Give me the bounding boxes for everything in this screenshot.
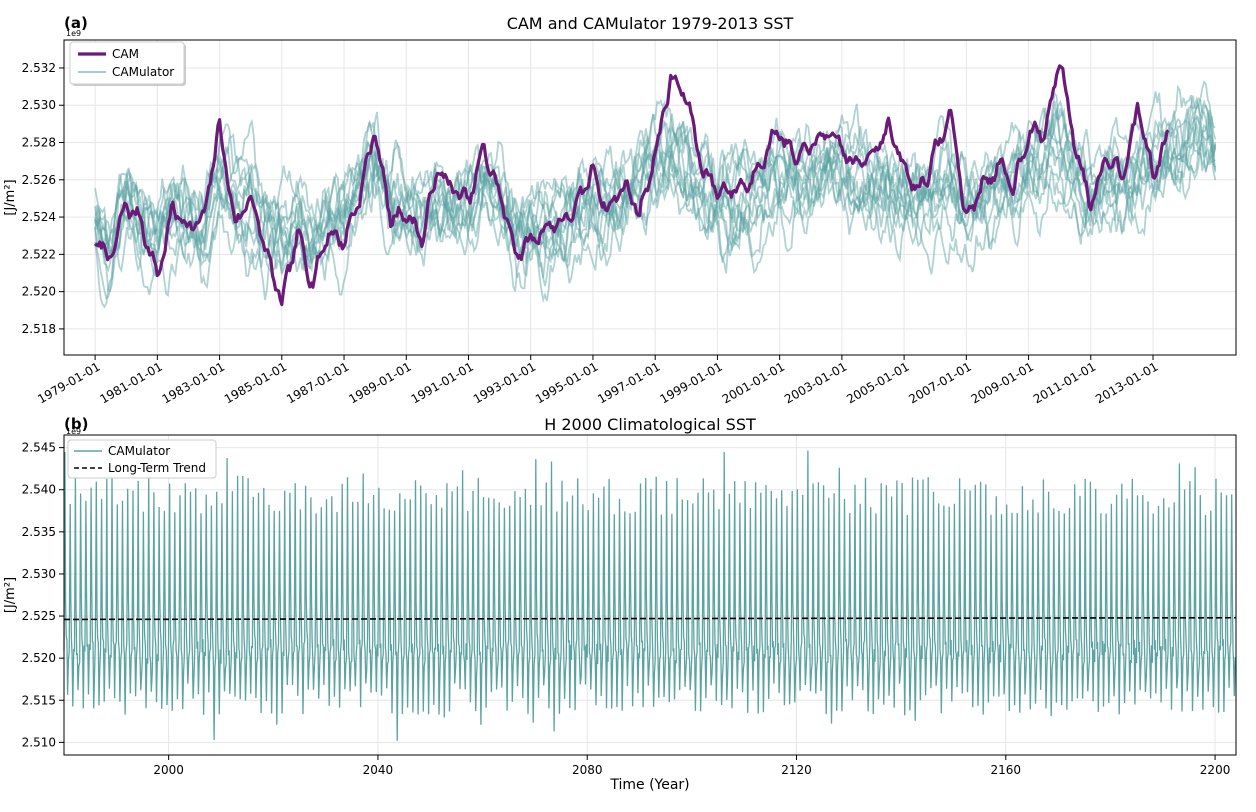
panel-a-offset-label: 1e9 xyxy=(66,29,81,38)
panel-a-xtick-label: 1983-01-01 xyxy=(160,359,227,406)
panel-b-ytick-label: 2.525 xyxy=(22,609,56,623)
panel-b-xtick-label: 2080 xyxy=(572,763,603,777)
panel-a-xtick-label: 1995-01-01 xyxy=(533,359,600,406)
panel-a-xtick-label: 2009-01-01 xyxy=(969,359,1036,406)
panel-a-xtick-label: 1981-01-01 xyxy=(97,359,164,406)
camulator-member-line xyxy=(94,79,1216,279)
legend-cam-label: CAM xyxy=(112,47,139,61)
panel-b-ytick-label: 2.545 xyxy=(22,441,56,455)
panel-b-ytick-label: 2.510 xyxy=(22,735,56,749)
camulator-member-line xyxy=(94,96,1216,267)
panel-a-xtick-label: 1979-01-01 xyxy=(35,359,102,406)
panel-a-xtick-label: 2005-01-01 xyxy=(844,359,911,406)
panel-b: 2.510 2.515 2.520 2.525 2.530 2.535 2.540 2.545… xyxy=(3,415,1237,793)
camulator-member-line xyxy=(94,107,1216,275)
panel-b-ytick-label: 2.520 xyxy=(22,651,56,665)
panel-a-ytick-label: 2.518 xyxy=(22,322,56,336)
panel-a-legend: CAM CAMulator xyxy=(69,41,186,86)
panel-b-ylabel: [J/m²] xyxy=(3,577,18,613)
panel-a: 2.518 2.520 2.522 2.524 2.526 2.528 2.530 2.532… xyxy=(3,14,1237,406)
panel-b-legend: CAMulator Long-Term Trend xyxy=(67,439,217,479)
panel-b-xtick-label: 2160 xyxy=(991,763,1022,777)
panel-b-xlabel: Time (Year) xyxy=(609,777,689,793)
panel-b-xtick-label: 2120 xyxy=(781,763,812,777)
camulator-member-line xyxy=(94,99,1217,301)
panel-b-ytick-label: 2.535 xyxy=(22,525,56,539)
camulator-climatology-line xyxy=(63,450,1236,741)
legend-trend-label: Long-Term Trend xyxy=(108,461,206,475)
panel-b-xtick-label: 2000 xyxy=(153,763,184,777)
panel-a-ytick-label: 2.524 xyxy=(22,210,56,224)
camulator-member-line xyxy=(94,91,1217,290)
legend-camulator-label: CAMulator xyxy=(112,65,174,79)
legend-box xyxy=(67,439,217,479)
panel-b-xtick-label: 2200 xyxy=(1200,763,1231,777)
panel-a-ytick-label: 2.526 xyxy=(22,173,56,187)
panel-b-xtick-label: 2040 xyxy=(363,763,394,777)
panel-a-label: (a) xyxy=(64,14,88,32)
panel-b-label: (b) xyxy=(64,415,88,433)
panel-a-ytick-label: 2.532 xyxy=(22,61,56,75)
panel-a-title: CAM and CAMulator 1979-2013 SST xyxy=(507,14,794,33)
panel-a-ytick-label: 2.530 xyxy=(22,98,56,112)
panel-a-xtick-label: 2011-01-01 xyxy=(1031,359,1098,406)
panel-a-xtick-label: 2013-01-01 xyxy=(1093,359,1160,406)
cam-line xyxy=(93,64,1170,307)
panel-b-ticks: 2.510 2.515 2.520 2.525 2.530 2.535 2.540 2.545… xyxy=(22,441,1231,777)
camulator-member-line xyxy=(94,99,1217,293)
panel-a-xtick-label: 1987-01-01 xyxy=(284,359,351,406)
panel-b-offset-label: 1e9 xyxy=(66,427,81,436)
panel-a-ytick-label: 2.522 xyxy=(22,247,56,261)
panel-a-xtick-label: 1997-01-01 xyxy=(595,359,662,406)
legend-camulator-label: CAMulator xyxy=(108,444,170,458)
panel-a-xtick-label: 1985-01-01 xyxy=(222,359,289,406)
panel-a-ytick-label: 2.528 xyxy=(22,136,56,150)
panel-b-ytick-label: 2.530 xyxy=(22,567,56,581)
panel-a-xtick-label: 2001-01-01 xyxy=(720,359,787,406)
panel-b-frame xyxy=(63,434,1237,756)
panel-a-xtick-label: 1993-01-01 xyxy=(471,359,538,406)
camulator-member-line xyxy=(94,100,1217,290)
panel-a-xtick-label: 1991-01-01 xyxy=(409,359,476,406)
panel-a-frame xyxy=(63,39,1237,356)
camulator-member-line xyxy=(94,84,1217,256)
panel-a-xtick-label: 1999-01-01 xyxy=(658,359,725,406)
panel-b-ytick-label: 2.540 xyxy=(22,483,56,497)
panel-a-xtick-label: 1989-01-01 xyxy=(346,359,413,406)
panel-a-ytick-label: 2.520 xyxy=(22,285,56,299)
panel-b-ytick-label: 2.515 xyxy=(22,693,56,707)
panel-b-series xyxy=(63,450,1237,741)
long-term-trend-line xyxy=(63,616,1237,621)
panel-b-title: H 2000 Climatological SST xyxy=(544,415,756,434)
panel-a-ylabel: [J/m²] xyxy=(3,179,18,215)
panel-a-xtick-label: 2003-01-01 xyxy=(782,359,849,406)
panel-a-series xyxy=(93,64,1217,309)
camulator-member-line xyxy=(94,132,1217,309)
panel-a-xtick-label: 2007-01-01 xyxy=(906,359,973,406)
